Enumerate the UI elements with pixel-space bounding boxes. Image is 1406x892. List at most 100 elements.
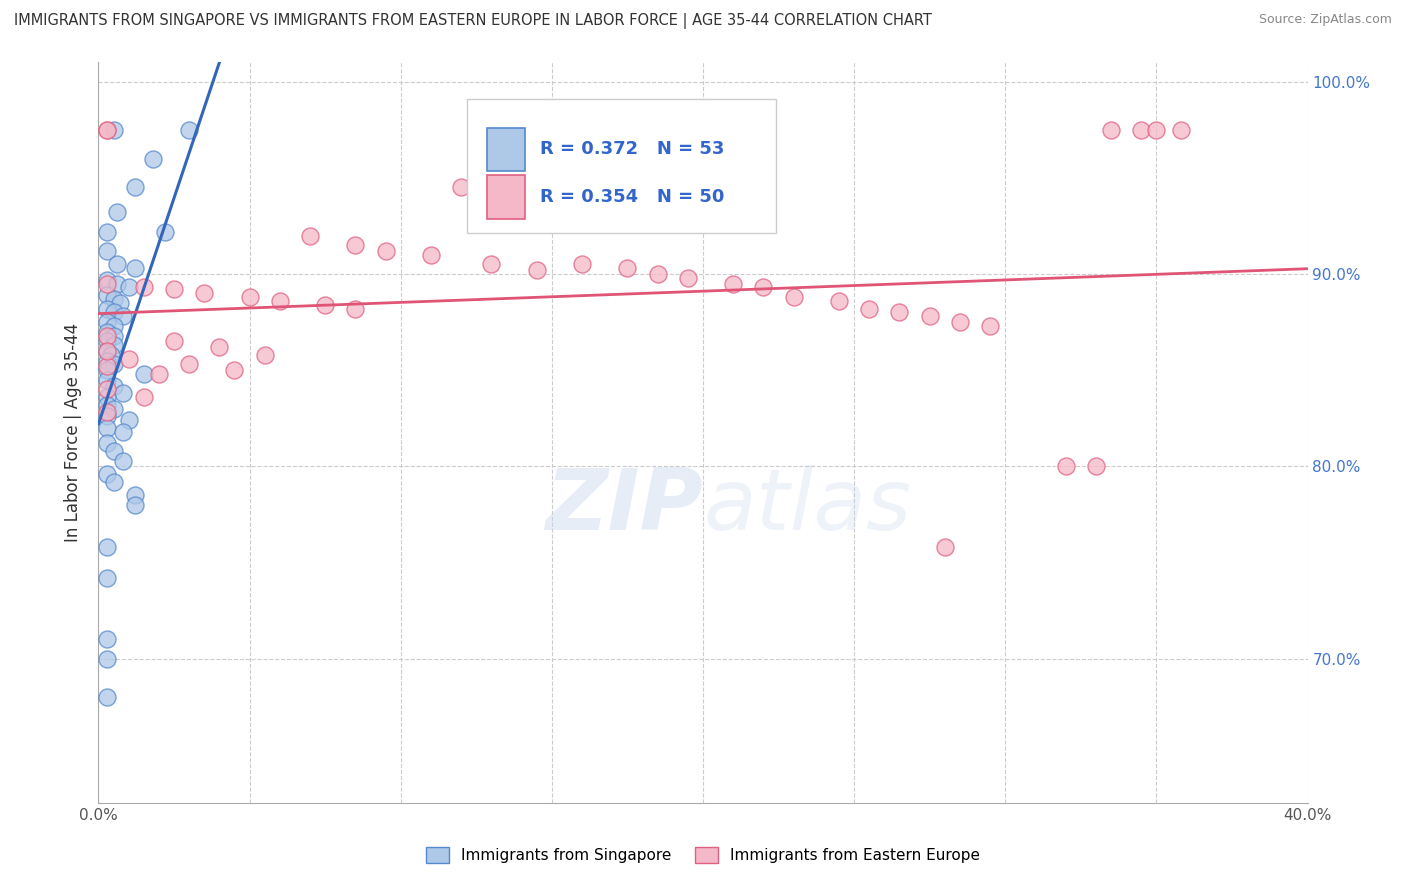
Point [103, 401, 125, 416]
Point [723, 277, 745, 291]
Point [783, 290, 806, 304]
Point [108, 295, 131, 310]
Point [96, 288, 118, 302]
Point [163, 282, 186, 296]
Point [96, 436, 118, 450]
FancyBboxPatch shape [486, 128, 526, 171]
Point [96, 325, 118, 339]
Point [96, 122, 118, 136]
Point [105, 257, 128, 271]
Point [103, 122, 125, 136]
Point [96, 540, 118, 554]
Point [934, 540, 956, 554]
Point [118, 280, 141, 294]
Point [148, 367, 170, 381]
Y-axis label: In Labor Force | Age 35-44: In Labor Force | Age 35-44 [65, 323, 83, 542]
Point [111, 425, 134, 439]
Point [1085, 459, 1108, 474]
Point [450, 180, 472, 194]
Point [239, 290, 262, 304]
Point [571, 257, 593, 271]
Point [96, 467, 118, 481]
Point [132, 390, 155, 404]
Point [918, 310, 941, 324]
Point [96, 353, 118, 368]
Point [96, 421, 118, 435]
Point [118, 351, 141, 366]
Point [676, 270, 699, 285]
Point [224, 363, 246, 377]
Point [96, 225, 118, 239]
Point [96, 405, 118, 419]
Point [1130, 122, 1153, 136]
Point [481, 257, 503, 271]
Point [103, 338, 125, 352]
Point [96, 390, 118, 404]
Text: atlas: atlas [703, 465, 911, 549]
Point [269, 293, 291, 308]
Point [103, 328, 125, 343]
Point [299, 228, 322, 243]
Point [96, 343, 118, 358]
Point [96, 328, 118, 343]
Point [616, 261, 638, 276]
Text: R = 0.354   N = 50: R = 0.354 N = 50 [540, 187, 724, 205]
Point [103, 305, 125, 319]
Point [179, 122, 201, 136]
Point [253, 348, 276, 362]
Point [96, 651, 118, 665]
Point [420, 248, 443, 262]
Point [193, 286, 215, 301]
Point [103, 475, 125, 489]
Point [132, 280, 155, 294]
Point [96, 398, 118, 412]
Point [96, 632, 118, 647]
Point [179, 357, 201, 371]
Point [647, 267, 669, 281]
Point [163, 334, 186, 349]
Point [374, 244, 396, 258]
Point [105, 277, 128, 291]
Point [124, 261, 146, 276]
Point [111, 453, 134, 467]
Text: IMMIGRANTS FROM SINGAPORE VS IMMIGRANTS FROM EASTERN EUROPE IN LABOR FORCE | AGE: IMMIGRANTS FROM SINGAPORE VS IMMIGRANTS … [14, 13, 932, 29]
Point [858, 301, 880, 316]
Point [96, 315, 118, 329]
Point [96, 690, 118, 704]
Point [111, 310, 134, 324]
Point [100, 348, 122, 362]
Point [96, 301, 118, 316]
FancyBboxPatch shape [467, 99, 776, 233]
Point [96, 359, 118, 374]
Point [96, 409, 118, 424]
Text: Source: ZipAtlas.com: Source: ZipAtlas.com [1258, 13, 1392, 27]
Point [124, 180, 146, 194]
Point [828, 293, 851, 308]
Point [1144, 122, 1167, 136]
Point [111, 386, 134, 401]
Point [208, 340, 231, 354]
Text: R = 0.372   N = 53: R = 0.372 N = 53 [540, 140, 724, 158]
Legend: Immigrants from Singapore, Immigrants from Eastern Europe: Immigrants from Singapore, Immigrants fr… [420, 841, 986, 869]
Point [96, 343, 118, 358]
Point [153, 225, 176, 239]
Text: ZIP: ZIP [546, 465, 703, 549]
Point [344, 301, 367, 316]
Point [96, 571, 118, 585]
Point [96, 244, 118, 258]
Point [124, 488, 146, 502]
Point [96, 122, 118, 136]
Point [142, 152, 165, 166]
Point [105, 205, 128, 219]
Point [96, 277, 118, 291]
Point [526, 263, 548, 277]
Point [752, 280, 775, 294]
Point [132, 367, 155, 381]
Point [889, 305, 911, 319]
Point [96, 273, 118, 287]
Point [949, 315, 972, 329]
Point [103, 443, 125, 458]
Point [103, 318, 125, 333]
Point [314, 298, 336, 312]
FancyBboxPatch shape [486, 175, 526, 219]
